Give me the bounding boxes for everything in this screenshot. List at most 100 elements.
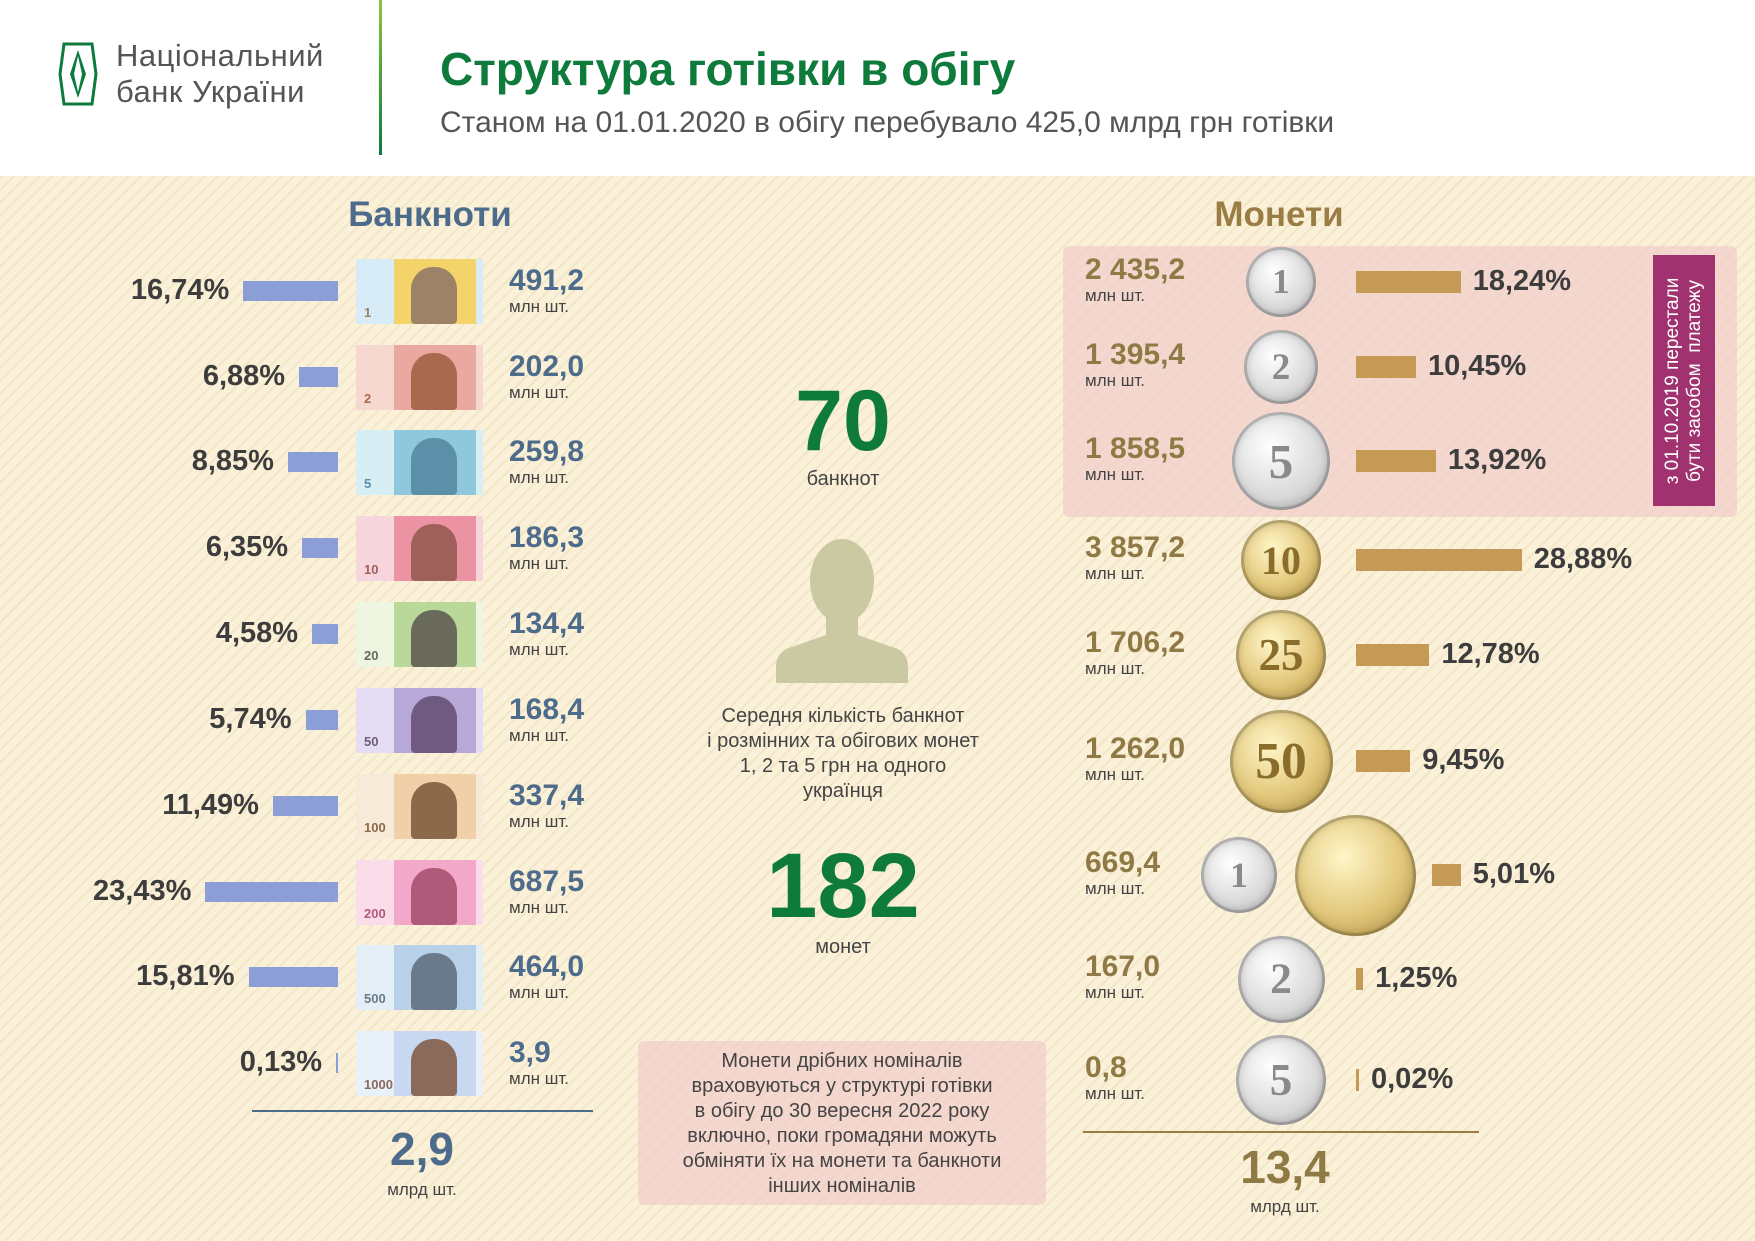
- banknote-unit: млн шт.: [509, 640, 569, 659]
- coin-count: 1 395,4: [1085, 338, 1186, 371]
- nbu-logo-icon: [58, 42, 98, 106]
- banknote-denomination: 200: [364, 906, 386, 921]
- banknote-count: 259,8: [509, 435, 585, 468]
- coin-percent: 5,01%: [1472, 858, 1555, 890]
- banknote-unit: млн шт.: [509, 468, 569, 487]
- banknote-image: 5: [356, 430, 483, 495]
- banknote-count: 687,5: [509, 865, 585, 898]
- withdrawn-coins-text: з 01.10.2019 перестали бути засобом плат…: [1662, 277, 1705, 484]
- bank-name-line2: банк України: [116, 74, 305, 109]
- banknote-image: 2: [356, 345, 483, 410]
- banknote-image: 200: [356, 860, 483, 925]
- banknote-count: 3,9: [509, 1036, 551, 1069]
- banknote-denomination: 1000: [364, 1077, 393, 1092]
- banknote-count: 186,3: [509, 521, 585, 554]
- banknote-share-bar: [243, 281, 338, 301]
- portrait-silhouette-icon: [411, 953, 457, 1010]
- banknote-share-bar: [299, 367, 338, 387]
- coin-image: 5: [1236, 1035, 1326, 1125]
- coin-share-bar: [1356, 271, 1461, 293]
- banknote-share-bar: [302, 538, 338, 558]
- coin-count: 3 857,2: [1085, 531, 1186, 564]
- portrait-silhouette-icon: [411, 868, 457, 925]
- coin-image: 2: [1244, 330, 1318, 404]
- coin-share-bar: [1356, 644, 1430, 666]
- coin-share-bar: [1356, 549, 1522, 571]
- coin-count: 669,4: [1085, 846, 1161, 879]
- banknote-share-bar: [305, 710, 338, 730]
- coin-unit: млн шт.: [1085, 879, 1145, 898]
- banknote-unit: млн шт.: [509, 297, 569, 316]
- coin-image: 5: [1232, 412, 1330, 510]
- banknotes-per-person: 70: [795, 373, 891, 469]
- page-title: Структура готівки в обігу: [440, 43, 1016, 95]
- coin-percent: 10,45%: [1427, 350, 1527, 382]
- coin-unit: млн шт.: [1085, 286, 1145, 305]
- banknote-share-bar: [287, 452, 338, 472]
- average-description: Середня кількість банкнот і розмінних та…: [707, 705, 979, 802]
- banknote-denomination: 50: [364, 734, 379, 749]
- banknote-denomination: 2: [364, 391, 372, 406]
- banknote-denomination: 1: [364, 305, 372, 320]
- banknote-unit: млн шт.: [509, 1069, 569, 1088]
- portrait-silhouette-icon: [411, 610, 457, 667]
- banknote-percent: 16,74%: [130, 274, 230, 306]
- coin-share-bar: [1432, 864, 1461, 886]
- coin-unit: млн шт.: [1085, 465, 1145, 484]
- coin-percent: 0,02%: [1371, 1063, 1454, 1095]
- coin-count: 2 435,2: [1085, 253, 1186, 286]
- banknote-percent: 0,13%: [239, 1046, 322, 1078]
- banknote-denomination: 100: [364, 820, 386, 835]
- coin-share-bar: [1356, 450, 1436, 472]
- banknote-percent: 5,74%: [209, 703, 292, 735]
- portrait-silhouette-icon: [411, 438, 457, 495]
- banknote-share-bar: [312, 624, 338, 644]
- coin-1-hryvnia-old-image: [1295, 815, 1416, 936]
- coin-percent: 9,45%: [1422, 744, 1505, 776]
- banknote-denomination: 500: [364, 991, 386, 1006]
- coin-1-hryvnia-new-image: 1: [1201, 837, 1277, 913]
- banknote-count: 168,4: [509, 693, 585, 726]
- banknote-unit: млн шт.: [509, 383, 569, 402]
- banknotes-total-divider: [252, 1110, 593, 1112]
- banknotes-per-person-label: банкнот: [806, 468, 880, 490]
- coins-per-person-label: монет: [815, 936, 871, 958]
- banknote-share-bar: [205, 882, 338, 902]
- banknotes-total: 2,9: [390, 1123, 454, 1175]
- banknote-unit: млн шт.: [509, 812, 569, 831]
- coin-percent: 12,78%: [1441, 638, 1540, 670]
- banknote-count: 202,0: [509, 350, 585, 383]
- coin-unit: млн шт.: [1085, 659, 1145, 678]
- coins-title: Монети: [1214, 195, 1344, 234]
- banknote-count: 491,2: [509, 264, 585, 297]
- coins-per-person: 182: [766, 835, 920, 937]
- coin-share-bar: [1356, 750, 1411, 772]
- banknote-image: 1: [356, 259, 483, 324]
- banknote-count: 134,4: [509, 607, 585, 640]
- banknote-share-bar: [336, 1053, 338, 1073]
- banknote-unit: млн шт.: [509, 898, 569, 917]
- portrait-silhouette-icon: [411, 1039, 457, 1096]
- banknote-unit: млн шт.: [509, 983, 569, 1002]
- banknote-unit: млн шт.: [509, 554, 569, 573]
- banknote-percent: 6,35%: [205, 531, 289, 563]
- coin-image: 1: [1246, 247, 1316, 317]
- coin-image: 2: [1237, 935, 1325, 1023]
- coin-unit: млн шт.: [1085, 564, 1145, 583]
- banknote-unit: млн шт.: [509, 726, 569, 745]
- coin-unit: млн шт.: [1085, 765, 1145, 784]
- coin-unit: млн шт.: [1085, 1084, 1145, 1103]
- coin-image: 10: [1241, 520, 1321, 600]
- coins-total-divider: [1083, 1131, 1479, 1133]
- coin-unit: млн шт.: [1085, 371, 1145, 390]
- coin-image: 50: [1229, 709, 1333, 813]
- banknote-image: 100: [356, 774, 483, 839]
- coin-count: 167,0: [1085, 950, 1161, 983]
- banknote-denomination: 10: [364, 562, 379, 577]
- coin-count: 1 262,0: [1085, 732, 1186, 765]
- banknotes-total-unit: млрд шт.: [387, 1180, 457, 1199]
- coin-count: 1 706,2: [1085, 626, 1186, 659]
- portrait-silhouette-icon: [411, 696, 457, 753]
- coin-share-bar: [1356, 968, 1364, 990]
- coin-share-bar: [1356, 1069, 1359, 1091]
